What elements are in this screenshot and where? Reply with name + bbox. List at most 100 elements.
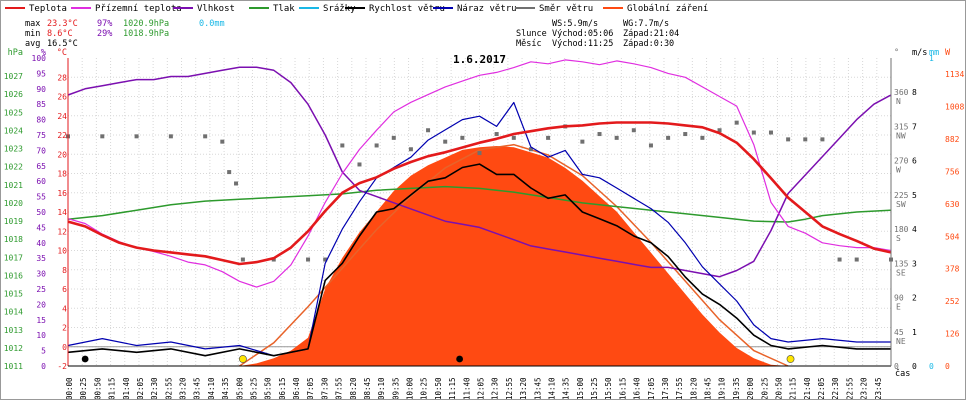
legend-label: Rychlost větru [369, 4, 445, 14]
legend-item-3: Tlak [249, 4, 295, 14]
axis-tick-label: 2 [62, 324, 67, 333]
axis-title: mm [929, 48, 939, 58]
chart-title: 1.6.2017 [453, 53, 506, 66]
x-tick-label: 01:15 [108, 377, 117, 399]
x-tick-label: 14:35 [562, 377, 571, 399]
series-temperature [67, 121, 892, 266]
axis-tick-label: 22 [57, 131, 67, 140]
sun-label: Slunce [516, 29, 547, 39]
x-tick-label: 15:50 [604, 377, 613, 399]
axis-tick-label: 1014 [4, 308, 23, 317]
x-tick-label: 17:05 [647, 377, 656, 399]
wind-direction-point [494, 132, 499, 137]
axis-tick-label: 630 [945, 200, 960, 209]
axis-tick-label: 504 [945, 232, 960, 241]
x-tick-label: 18:45 [704, 377, 713, 399]
wind-direction-point [837, 257, 842, 262]
wind-direction-point [477, 151, 482, 156]
axis-tick-label: 45 [894, 328, 904, 337]
wind-direction-point [443, 139, 448, 144]
axis-tick-label: 1134 [945, 70, 964, 79]
axis-title: hPa [8, 48, 23, 58]
legend-item-2: Vlhkost [173, 4, 235, 14]
wind-direction-point [648, 143, 653, 148]
series-pressure [67, 185, 892, 223]
max-label: max [25, 19, 41, 29]
axis-tick-label: 225 [894, 191, 909, 200]
axis-compass-label: NW [896, 131, 906, 140]
x-tick-label: 15:00 [576, 377, 585, 399]
axis-tick-label: 5 [912, 191, 917, 200]
wind-direction-point [511, 135, 516, 140]
legend-label: Teplota [29, 4, 67, 14]
axis-compass-label: E [896, 303, 901, 312]
wind-direction-point [597, 132, 602, 137]
axis-tick-label: 1019 [4, 217, 23, 226]
axis-tick-label: 1027 [4, 72, 23, 81]
x-tick-label: 12:55 [505, 377, 514, 399]
x-tick-label: 16:40 [633, 377, 642, 399]
axis-tick-label: 12 [57, 227, 67, 236]
wind-direction-point [391, 135, 396, 140]
sunrise-marker [238, 355, 247, 363]
legend-label: Směr větru [539, 4, 594, 14]
x-tick-label: 10:00 [406, 377, 415, 399]
axis-tick-label: 0 [912, 362, 917, 371]
x-tick-label: 03:45 [193, 377, 202, 399]
wind-gust-stat: WG:7.7m/s [623, 19, 670, 29]
x-tick-label: 11:15 [448, 377, 457, 399]
x-tick-label: 04:35 [221, 377, 230, 399]
axis-tick-label: 1022 [4, 163, 23, 172]
legend-item-6: Náraz větru [433, 4, 517, 14]
wind-direction-point [426, 128, 431, 133]
x-tick-label: 11:40 [462, 377, 471, 399]
axis-compass-label: SW [896, 200, 906, 209]
x-tick-label: 07:30 [320, 377, 329, 399]
wind-direction-point [357, 162, 362, 167]
max-pressure: 1020.9hPa [123, 19, 170, 29]
legend-label: Tlak [273, 4, 295, 14]
axis-tick-label: 1 [929, 54, 934, 63]
axis-tick-label: 35 [36, 254, 46, 263]
x-tick-label: 04:10 [207, 377, 216, 399]
sun-set: Západ:21:04 [623, 29, 680, 39]
axis-tick-label: 1015 [4, 290, 23, 299]
axis-tick-label: 70 [36, 146, 46, 155]
rain-total: 0.0mm [199, 19, 225, 29]
x-tick-label: 19:10 [718, 377, 727, 399]
x-tick-label: 00:00 [65, 377, 74, 399]
legend-swatch [433, 6, 453, 9]
axis-tick-label: 6 [62, 285, 67, 294]
axis-tick-label: 1012 [4, 344, 23, 353]
axis-tick-label: 180 [894, 225, 909, 234]
wind-direction-point [100, 134, 105, 139]
legend-swatch [71, 6, 91, 9]
legend-item-8: Globální záření [603, 4, 708, 14]
axis-tick-label: 80 [36, 116, 46, 125]
axis-tick-label: 10 [57, 247, 67, 256]
wind-direction-point [614, 135, 619, 140]
axis-tick-label: 90 [36, 85, 46, 94]
axis-tick-label: 1020 [4, 199, 23, 208]
axis-tick-label: 270 [894, 157, 909, 166]
x-tick-label: 01:40 [122, 377, 131, 399]
x-tick-label: 21:40 [803, 377, 812, 399]
axis-tick-label: 0 [62, 343, 67, 352]
axis-title: % [41, 48, 46, 58]
axis-tick-label: 18 [57, 170, 67, 179]
chart-legend: Teplota Přízemní teplota Vlhkost Tlak Srážky… [1, 1, 965, 17]
axis-tick-label: 2 [912, 294, 917, 303]
axis-tick-label: 4 [62, 304, 67, 313]
axis-tick-label: 0 [894, 362, 899, 371]
legend-item-7: Směr větru [515, 4, 593, 14]
axis-tick-label: 1 [912, 328, 917, 337]
max-temp: 23.3°C [47, 19, 78, 29]
axis-tick-label: 756 [945, 167, 960, 176]
axis-tick-label: 15 [36, 316, 46, 325]
axis-tick-label: 3 [912, 259, 917, 268]
axis-tick-label: 6 [912, 157, 917, 166]
